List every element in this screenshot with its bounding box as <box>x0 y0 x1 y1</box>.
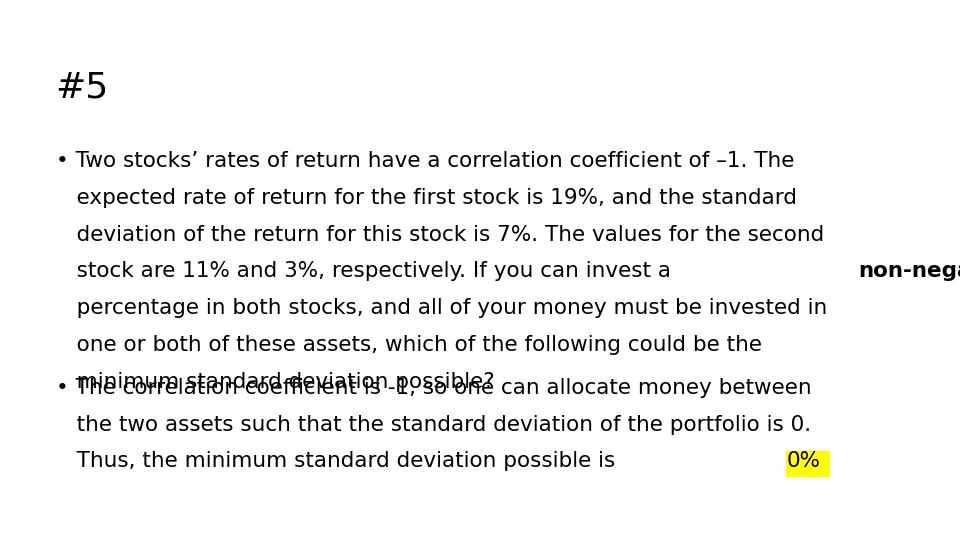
Text: minimum standard deviation possible?: minimum standard deviation possible? <box>56 372 494 392</box>
Text: stock are 11% and 3%, respectively. If you can invest a: stock are 11% and 3%, respectively. If y… <box>56 261 678 281</box>
Text: #5: #5 <box>56 70 108 104</box>
Text: non-negative: non-negative <box>858 261 960 281</box>
Text: expected rate of return for the first stock is 19%, and the standard: expected rate of return for the first st… <box>56 188 797 208</box>
Text: one or both of these assets, which of the following could be the: one or both of these assets, which of th… <box>56 335 761 355</box>
Text: • The correlation coefficient is -1, so one can allocate money between: • The correlation coefficient is -1, so … <box>56 378 811 398</box>
Text: deviation of the return for this stock is 7%. The values for the second: deviation of the return for this stock i… <box>56 225 824 245</box>
Text: the two assets such that the standard deviation of the portfolio is 0.: the two assets such that the standard de… <box>56 415 811 435</box>
Text: percentage in both stocks, and all of your money must be invested in: percentage in both stocks, and all of yo… <box>56 298 827 318</box>
Bar <box>786 451 830 477</box>
Text: Thus, the minimum standard deviation possible is: Thus, the minimum standard deviation pos… <box>56 451 622 471</box>
Text: 0%: 0% <box>786 451 820 471</box>
Text: • Two stocks’ rates of return have a correlation coefficient of –1. The: • Two stocks’ rates of return have a cor… <box>56 151 794 171</box>
